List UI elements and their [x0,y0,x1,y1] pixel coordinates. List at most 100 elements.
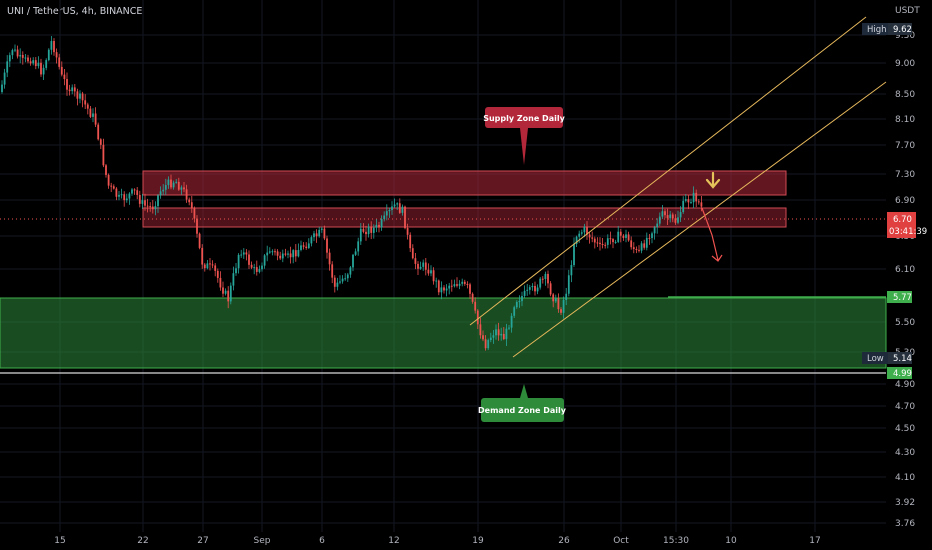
x-tick-label: 27 [197,536,208,546]
candle-body [362,228,365,232]
candle-body [606,238,609,245]
candle-body [326,238,328,253]
level-499-bg [887,367,912,379]
candle-body [102,144,105,166]
candle-body [240,254,243,256]
candle-body [445,288,448,291]
candle-body [570,265,573,276]
candle-body [562,299,565,313]
candle-body [175,181,178,183]
candle-body [81,93,84,101]
candle-body [510,315,513,328]
x-tick-label: 15:30 [663,536,689,546]
supply-zone-callout [485,107,563,128]
candle-body [136,190,139,195]
candle-body [601,243,604,245]
chart-zones [0,170,887,374]
candle-body [593,238,596,243]
candle-body [224,290,227,294]
candle-body [697,201,700,203]
candle-body [427,269,430,274]
candle-body [89,108,92,117]
candle-body [398,203,401,213]
candle-body [92,113,94,117]
candle-body [216,270,219,278]
candle-body [128,193,131,199]
candle-body [612,239,614,243]
candle-body [188,199,191,203]
candle-body [203,264,206,269]
current-price-value: 6.70 [893,215,912,225]
candle-body [235,268,237,274]
candle-body [383,215,386,220]
candle-body [333,277,336,287]
level-577-value: 5.77 [893,293,912,303]
candle-body [419,266,422,269]
candle-body [279,255,282,259]
y-tick-label: 7.30 [895,170,915,180]
candle-body [528,287,531,290]
candle-body [437,280,440,293]
chart-grid [0,0,886,532]
y-tick-label: 3.76 [895,519,915,529]
candle-body [151,206,154,210]
candle-body [554,298,557,302]
candle-body [359,228,362,242]
candle-body [565,293,568,300]
candle-body [432,270,435,282]
candle-body [227,290,230,302]
candle-body [487,340,490,349]
candle-body [167,179,170,186]
candle-body [515,302,518,308]
candle-body [580,232,583,234]
candle-body [609,238,612,240]
candle-body [375,224,378,228]
candle-body [630,240,633,248]
candle-body [367,226,370,235]
candle-body [692,192,695,203]
candle-body [14,49,16,51]
candle-body [635,248,638,250]
candle-body [622,235,625,238]
candle-body [479,324,482,336]
candle-body [206,263,209,269]
candle-body [586,226,588,235]
candle-body [315,233,318,237]
candles [1,35,703,351]
candle-body [625,234,627,238]
candle-body [268,251,271,253]
candle-body [349,267,352,275]
candle-body [149,206,152,208]
candle-body [573,243,575,266]
candle-body [86,104,89,109]
candle-body [695,192,698,202]
y-tick-label: 4.10 [895,473,915,483]
y-tick-label: 4.50 [895,424,915,434]
candle-body [656,223,659,228]
candle-body [40,62,42,75]
candle-body [406,228,409,235]
candle-body [489,337,492,341]
candle-body [34,60,37,67]
candle-body [8,55,11,62]
candle-body [422,262,425,267]
candle-body [643,243,646,248]
candle-body [552,294,555,302]
candle-body [541,278,544,280]
candle-body [94,113,97,125]
candle-body [492,335,495,338]
candle-body [393,204,396,207]
y-tick-label: 6.10 [895,265,915,275]
chart-overlays: Supply Zone Daily Demand Zone Daily [469,16,887,422]
candle-body [58,57,61,67]
candle-body [404,206,406,229]
channel-upper-line [469,16,867,326]
candle-body [523,290,526,296]
candle-body [500,333,503,336]
candle-body [518,301,521,303]
candle-body [341,278,344,282]
y-tick-label: 4.90 [895,380,915,390]
y-tick-label: 9.00 [895,59,915,69]
candle-body [105,165,107,175]
